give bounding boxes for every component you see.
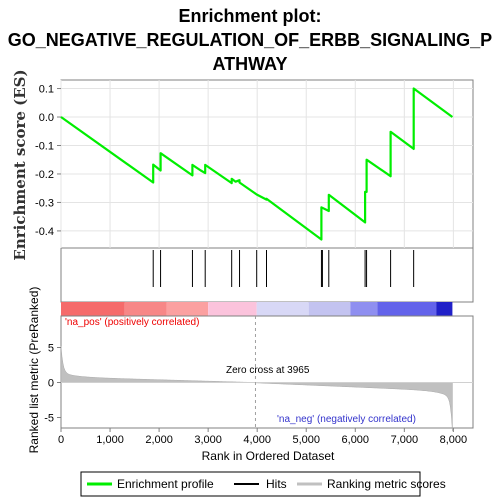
x-tick-label: 4,000 — [243, 434, 271, 446]
x-tick-label: 0 — [58, 434, 64, 446]
chart-title: Enrichment plot: GO_NEGATIVE_REGULATION_… — [0, 4, 500, 76]
es-axis-label: Enrichment score (ES) — [11, 69, 29, 260]
es-panel — [60, 79, 474, 249]
heatbar-segment — [208, 302, 257, 316]
title-line-3: ATHWAY — [212, 54, 288, 74]
metric-ytick-label: 0 — [48, 378, 54, 390]
x-tick-label: 6,000 — [342, 434, 370, 446]
heatbar-segment — [350, 302, 378, 316]
title-line-1: Enrichment plot: — [178, 6, 322, 26]
metric-ytick-label: -5 — [44, 413, 54, 425]
x-tick-label: 7,000 — [391, 434, 419, 446]
es-ytick-label: 0.1 — [39, 84, 54, 96]
negative-correlation-label: 'na_neg' (negatively correlated) — [277, 414, 416, 425]
title-line-2: GO_NEGATIVE_REGULATION_OF_ERBB_SIGNALING… — [7, 30, 493, 50]
es-ytick-label: -0.2 — [35, 169, 54, 181]
metric-ytick-label: 5 — [48, 343, 54, 355]
x-tick-label: 3,000 — [194, 434, 222, 446]
x-axis-label: Rank in Ordered Dataset — [202, 449, 335, 463]
x-tick-label: 2,000 — [145, 434, 173, 446]
heatbar-segment — [256, 302, 309, 316]
heatbar-segment — [436, 302, 453, 316]
enrichment-profile-line — [60, 87, 454, 241]
heatbar-segment — [166, 302, 209, 316]
heatbar-segment — [377, 302, 437, 316]
metric-axis-label: Ranked list metric (PreRanked) — [27, 287, 41, 454]
ranking-heatbar — [61, 302, 453, 316]
heatbar-segment — [124, 302, 167, 316]
x-tick-label: 1,000 — [96, 434, 124, 446]
zero-cross-label: Zero cross at 3965 — [226, 365, 310, 376]
legend-enrichment-label: Enrichment profile — [117, 477, 214, 491]
es-ytick-label: -0.1 — [35, 140, 54, 152]
x-tick-label: 5,000 — [292, 434, 320, 446]
x-tick-label: 8,000 — [440, 434, 468, 446]
es-ytick-label: -0.4 — [35, 226, 54, 238]
es-ytick-label: 0.0 — [39, 112, 54, 124]
heatbar-segment — [61, 302, 125, 316]
positive-correlation-label: 'na_pos' (positively correlated) — [65, 317, 199, 328]
heatbar-segment — [308, 302, 351, 316]
legend-hits-label: Hits — [266, 477, 287, 491]
es-ytick-label: -0.3 — [35, 197, 54, 209]
legend-metric-label: Ranking metric scores — [327, 477, 446, 491]
